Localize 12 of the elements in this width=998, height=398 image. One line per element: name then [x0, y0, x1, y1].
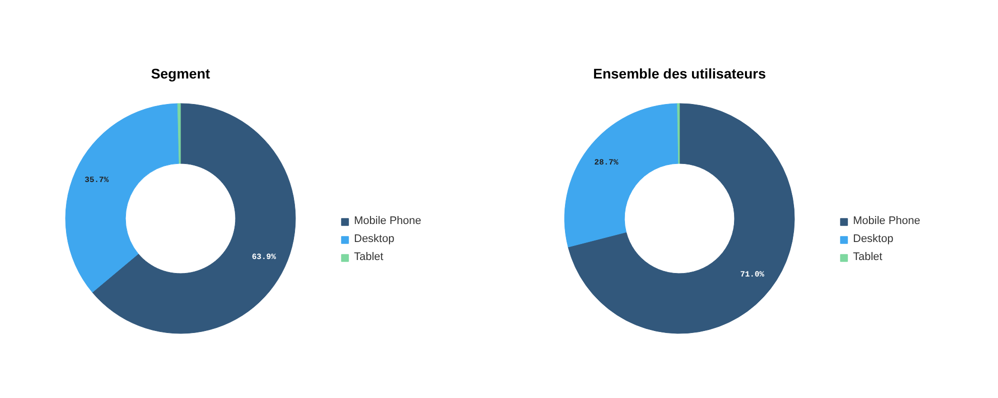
- data-label: 28.7%: [594, 158, 618, 168]
- chart-title: Ensemble des utilisateurs: [593, 66, 766, 82]
- data-label: 35.7%: [84, 176, 109, 186]
- legend-label: Desktop: [354, 233, 394, 245]
- legend-label: Desktop: [853, 233, 894, 245]
- legend-label: Mobile Phone: [853, 215, 920, 227]
- data-label: 63.9%: [252, 252, 276, 262]
- legend-label: Mobile Phone: [354, 215, 422, 227]
- data-label: 71.0%: [740, 270, 764, 280]
- legend-label: Tablet: [354, 251, 384, 263]
- chart-title: Segment: [150, 66, 210, 82]
- legend-label: Tablet: [853, 251, 882, 263]
